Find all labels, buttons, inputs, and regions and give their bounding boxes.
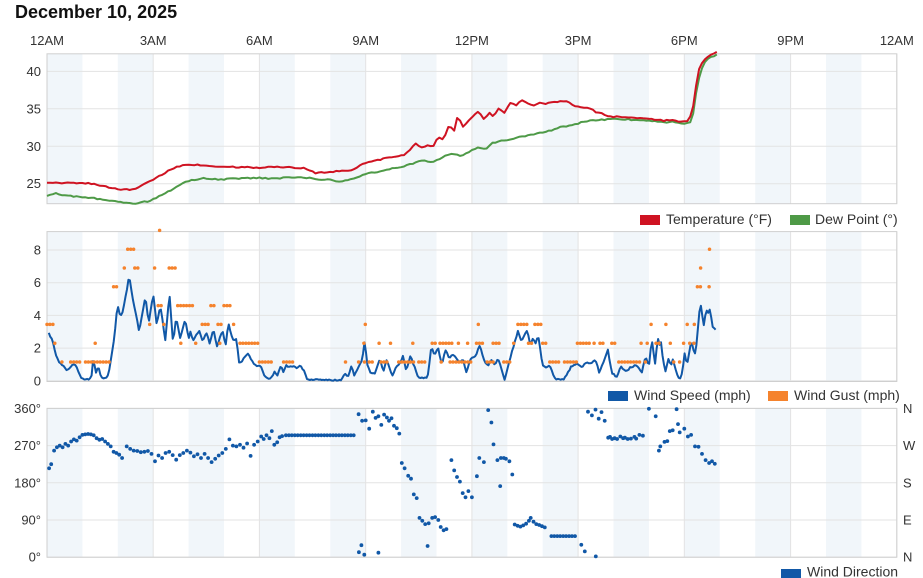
svg-text:W: W — [903, 438, 916, 453]
svg-text:Wind Gust (mph): Wind Gust (mph) — [794, 387, 900, 403]
svg-text:40: 40 — [27, 64, 41, 79]
svg-text:12PM: 12PM — [455, 33, 489, 48]
svg-text:12AM: 12AM — [880, 33, 914, 48]
svg-text:3AM: 3AM — [140, 33, 167, 48]
svg-text:9PM: 9PM — [777, 33, 804, 48]
svg-text:0: 0 — [34, 373, 41, 388]
svg-text:E: E — [903, 513, 912, 528]
svg-text:6PM: 6PM — [671, 33, 698, 48]
svg-text:360°: 360° — [14, 401, 41, 416]
svg-text:Wind Direction: Wind Direction — [807, 564, 898, 578]
svg-text:180°: 180° — [14, 475, 41, 490]
svg-text:Dew Point (°): Dew Point (°) — [815, 211, 898, 227]
svg-text:8: 8 — [34, 243, 41, 258]
svg-text:25: 25 — [27, 176, 41, 191]
svg-text:2: 2 — [34, 341, 41, 356]
svg-text:6: 6 — [34, 275, 41, 290]
svg-text:December 10, 2025: December 10, 2025 — [15, 2, 177, 22]
svg-text:Wind Speed (mph): Wind Speed (mph) — [634, 387, 751, 403]
svg-text:Temperature (°F): Temperature (°F) — [666, 211, 772, 227]
svg-text:4: 4 — [34, 308, 41, 323]
svg-text:S: S — [903, 475, 912, 490]
svg-text:270°: 270° — [14, 438, 41, 453]
svg-text:30: 30 — [27, 139, 41, 154]
svg-text:9AM: 9AM — [352, 33, 379, 48]
svg-text:N: N — [903, 401, 912, 416]
svg-text:N: N — [903, 550, 912, 565]
svg-text:12AM: 12AM — [30, 33, 64, 48]
svg-text:35: 35 — [27, 101, 41, 116]
svg-text:90°: 90° — [21, 513, 41, 528]
svg-text:6AM: 6AM — [246, 33, 273, 48]
svg-text:0°: 0° — [29, 550, 41, 565]
svg-text:3PM: 3PM — [565, 33, 592, 48]
